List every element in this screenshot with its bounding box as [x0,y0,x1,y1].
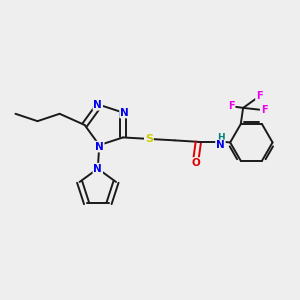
Text: N: N [93,164,102,174]
Text: F: F [261,105,268,115]
Text: F: F [256,91,262,100]
Text: F: F [228,101,235,111]
Text: N: N [95,142,104,152]
Text: N: N [93,100,102,110]
Text: N: N [120,107,129,118]
Text: H: H [217,133,224,142]
Text: O: O [191,158,200,168]
Text: S: S [145,134,153,144]
Text: N: N [216,140,225,150]
